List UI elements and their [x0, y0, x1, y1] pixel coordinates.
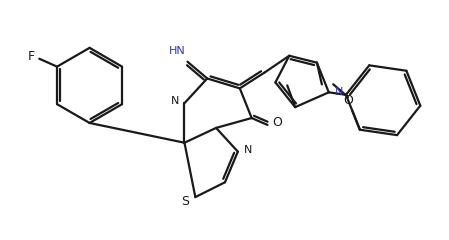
Text: O: O — [273, 116, 282, 129]
Text: O: O — [343, 94, 353, 107]
Text: F: F — [28, 50, 35, 63]
Text: HN: HN — [169, 46, 186, 56]
Text: S: S — [181, 195, 189, 208]
Text: N: N — [335, 87, 343, 97]
Text: N: N — [243, 145, 252, 155]
Text: N: N — [171, 96, 179, 106]
